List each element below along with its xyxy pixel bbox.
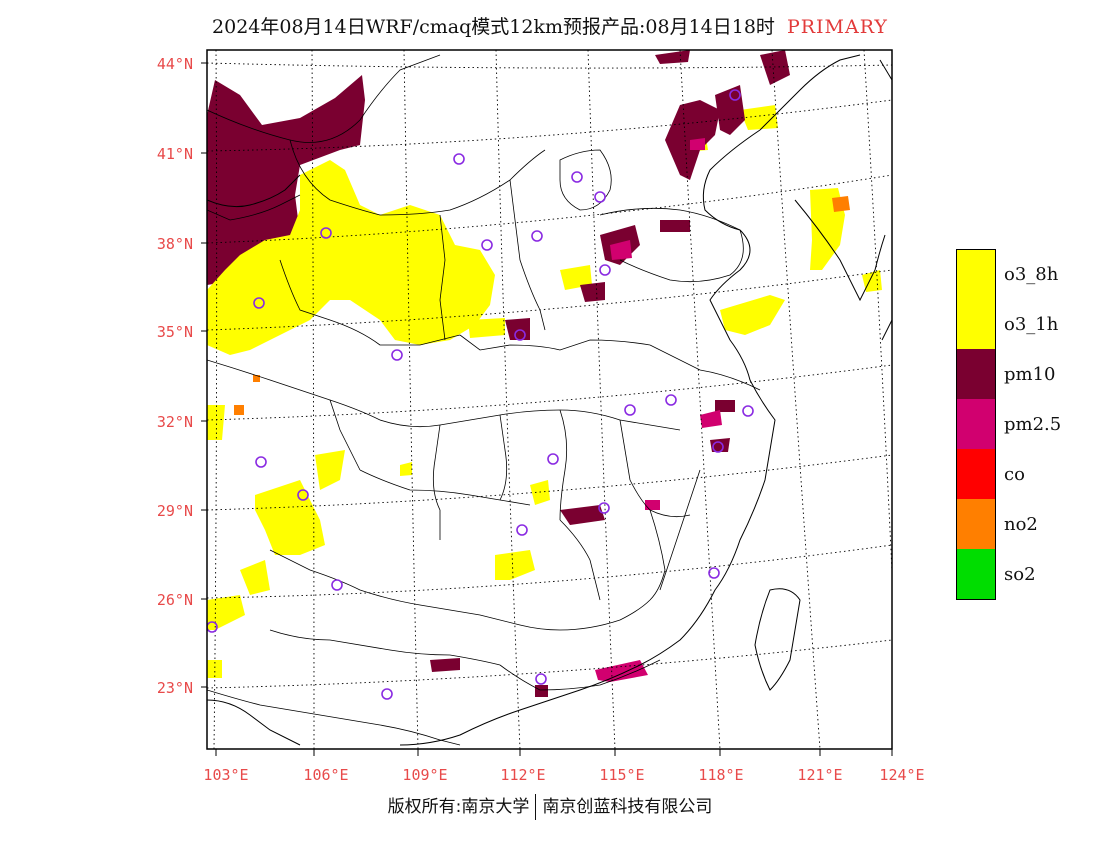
map-frame <box>206 49 893 750</box>
legend-swatch <box>956 348 996 400</box>
legend-swatch <box>956 298 996 350</box>
longitude-labels: 103°E 106°E 109°E 112°E 115°E 118°E 121°… <box>203 766 924 784</box>
legend-label: no2 <box>1004 513 1038 535</box>
lon-label-109: 109°E <box>402 766 447 784</box>
no2-scatter <box>234 196 850 415</box>
legend-swatch <box>956 548 996 600</box>
lat-label-35: 35°N <box>157 323 193 341</box>
axis-ticks <box>201 62 893 756</box>
lon-label-103: 103°E <box>203 766 248 784</box>
legend-item-o3-1h: o3_1h <box>956 298 1061 350</box>
pm25-scatter <box>595 138 722 682</box>
legend-label: pm10 <box>1004 363 1056 385</box>
lon-label-124: 124°E <box>879 766 924 784</box>
legend-label: co <box>1004 463 1025 485</box>
latitude-labels: 44°N 41°N 38°N 35°N 32°N 29°N 26°N 23°N <box>157 55 193 697</box>
legend-item-o3-8h: o3_8h <box>956 248 1061 300</box>
map-content <box>207 50 892 749</box>
o3-area-north <box>207 160 495 355</box>
copyright-footer: 版权所有:南京大学 南京创蓝科技有限公司 <box>0 792 1100 820</box>
legend-label: o3_8h <box>1004 263 1059 285</box>
legend-swatch <box>956 498 996 550</box>
lat-label-41: 41°N <box>157 145 193 163</box>
legend-swatch <box>956 248 996 300</box>
lat-label-23: 23°N <box>157 679 193 697</box>
province-boundaries <box>207 54 761 746</box>
primary-tag: PRIMARY <box>786 16 888 38</box>
legend-label: pm2.5 <box>1004 413 1062 435</box>
lon-label-121: 121°E <box>797 766 842 784</box>
copyright-right: 南京创蓝科技有限公司 <box>542 797 713 817</box>
legend-item-pm10: pm10 <box>956 348 1061 400</box>
lat-label-44: 44°N <box>157 55 193 73</box>
legend-label: so2 <box>1004 563 1036 585</box>
legend: o3_8h o3_1h pm10 pm2.5 co no2 so2 <box>956 248 1062 600</box>
lon-label-106: 106°E <box>303 766 348 784</box>
o3-area-scatter <box>207 105 882 678</box>
legend-label: o3_1h <box>1004 313 1059 335</box>
country-border <box>207 174 301 746</box>
lon-label-115: 115°E <box>599 766 644 784</box>
legend-item-so2: so2 <box>956 548 1061 600</box>
station-markers <box>207 89 754 700</box>
coastline <box>399 54 892 746</box>
footer-separator <box>535 794 537 820</box>
map-title: 2024年08月14日WRF/cmaq模式12km预报产品:08月14日18时 P… <box>0 12 1100 39</box>
lat-label-32: 32°N <box>157 413 193 431</box>
lat-label-29: 29°N <box>157 502 193 520</box>
lon-label-112: 112°E <box>500 766 545 784</box>
lat-label-38: 38°N <box>157 235 193 253</box>
legend-swatch <box>956 398 996 450</box>
legend-item-pm2-5: pm2.5 <box>956 398 1062 450</box>
pm10-area-inner-mongolia <box>207 75 365 285</box>
legend-item-no2: no2 <box>956 498 1061 550</box>
legend-item-co: co <box>956 448 1061 500</box>
title-text: 2024年08月14日WRF/cmaq模式12km预报产品:08月14日18时 <box>212 16 775 38</box>
lon-label-118: 118°E <box>698 766 743 784</box>
graticule <box>207 50 892 749</box>
lat-label-26: 26°N <box>157 591 193 609</box>
copyright-left: 版权所有:南京大学 <box>387 797 530 817</box>
legend-swatch <box>956 448 996 500</box>
